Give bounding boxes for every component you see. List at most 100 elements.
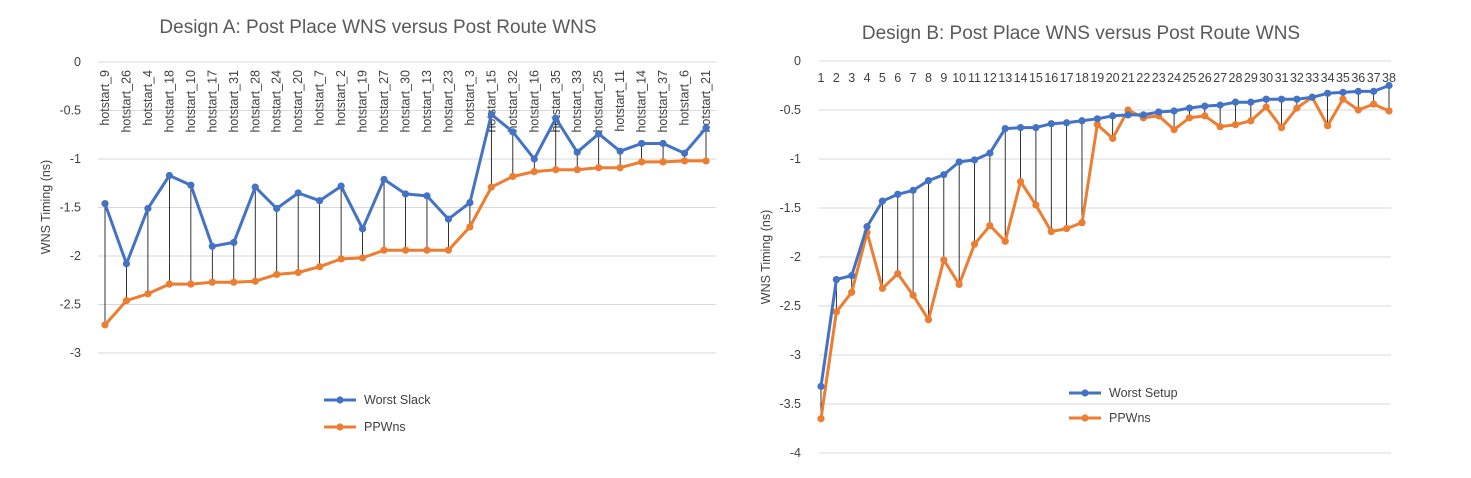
data-point (1032, 124, 1040, 132)
data-point (832, 308, 840, 316)
legend-label: Worst Setup (1109, 386, 1178, 400)
category-label: 18 (1075, 71, 1089, 85)
data-point (1354, 106, 1362, 114)
data-point (1201, 102, 1209, 110)
category-label: 15 (1029, 71, 1043, 85)
data-point (316, 263, 324, 271)
data-point (955, 280, 963, 289)
category-label: hotstart_25 (592, 70, 606, 133)
data-point (122, 260, 131, 268)
category-label: 14 (1014, 71, 1028, 85)
category-label: 36 (1351, 71, 1365, 85)
category-label: 9 (940, 71, 947, 85)
data-point (165, 280, 173, 288)
data-point (380, 175, 388, 183)
data-point (1354, 87, 1362, 95)
data-point (530, 155, 538, 163)
category-label: 28 (1229, 71, 1243, 85)
data-point (187, 280, 195, 288)
data-point (1047, 120, 1055, 128)
data-point (1308, 93, 1316, 101)
data-point (187, 181, 195, 189)
data-point (638, 139, 646, 148)
y-tick-label: -1.5 (779, 201, 801, 215)
data-point (101, 200, 109, 208)
y-tick-label: -2.5 (779, 299, 801, 313)
data-point (1323, 89, 1332, 97)
data-point (1170, 107, 1178, 115)
category-label: hotstart_32 (506, 70, 520, 133)
data-point (1293, 104, 1301, 112)
data-point (294, 189, 302, 197)
category-label: hotstart_3 (463, 70, 477, 126)
category-label: 34 (1321, 71, 1335, 85)
category-label: 10 (952, 71, 966, 85)
data-point (924, 316, 933, 324)
data-point (273, 270, 281, 279)
data-point (986, 149, 994, 157)
data-point (1277, 124, 1286, 132)
data-point (702, 157, 710, 165)
data-point (401, 190, 410, 198)
y-tick-label: -1.5 (59, 201, 81, 215)
data-point (208, 242, 216, 250)
category-label: hotstart_11 (613, 70, 627, 132)
y-tick-label: -2.5 (59, 298, 81, 312)
data-point (659, 139, 667, 148)
category-label: hotstart_7 (313, 70, 327, 126)
data-point (316, 197, 324, 205)
data-point (1293, 95, 1301, 103)
data-point (144, 204, 152, 213)
data-point (337, 182, 345, 190)
y-tick-label: -0.5 (779, 103, 801, 117)
data-point (1016, 124, 1025, 132)
y-tick-label: 0 (74, 55, 81, 69)
category-label: hotstart_31 (227, 70, 241, 133)
data-point (401, 246, 410, 254)
series-line-1 (819, 95, 1390, 419)
data-point (423, 246, 431, 254)
data-point (1247, 117, 1255, 125)
category-label: 7 (910, 71, 917, 85)
data-point (848, 272, 856, 280)
data-point (165, 171, 173, 180)
data-point (230, 238, 238, 247)
category-label: hotstart_30 (399, 70, 413, 133)
data-point (940, 171, 948, 179)
data-point (863, 223, 871, 231)
category-label: 35 (1336, 71, 1350, 85)
data-point (1385, 81, 1393, 90)
y-tick-label: -3.5 (779, 397, 801, 411)
category-label: 13 (998, 71, 1012, 85)
category-label: 4 (864, 71, 871, 85)
category-label: 20 (1106, 71, 1120, 85)
data-point (273, 204, 281, 213)
data-point (894, 270, 902, 278)
y-tick-label: -1 (790, 152, 801, 166)
category-label: hotstart_21 (699, 70, 713, 133)
data-point (1247, 98, 1255, 106)
data-point (573, 148, 581, 156)
data-point (955, 158, 963, 166)
category-label: 30 (1259, 71, 1273, 85)
data-point (1032, 201, 1040, 209)
data-point (1109, 112, 1117, 120)
chart-title: Design B: Post Place WNS versus Post Rou… (862, 23, 1300, 44)
category-label: 1 (818, 71, 825, 85)
data-point (848, 288, 856, 296)
category-label: hotstart_24 (270, 70, 284, 133)
data-point (487, 110, 495, 118)
data-point (616, 164, 624, 172)
category-label: hotstart_19 (356, 70, 370, 133)
data-point (680, 157, 689, 165)
data-point (817, 415, 825, 423)
data-point (909, 291, 917, 299)
data-point (940, 256, 948, 264)
category-label: hotstart_6 (678, 70, 692, 126)
data-point (817, 382, 825, 390)
category-label: 31 (1275, 71, 1289, 85)
data-point (251, 277, 259, 285)
category-label: hotstart_35 (549, 70, 563, 133)
category-label: 5 (879, 71, 886, 85)
category-label: 37 (1367, 71, 1381, 85)
